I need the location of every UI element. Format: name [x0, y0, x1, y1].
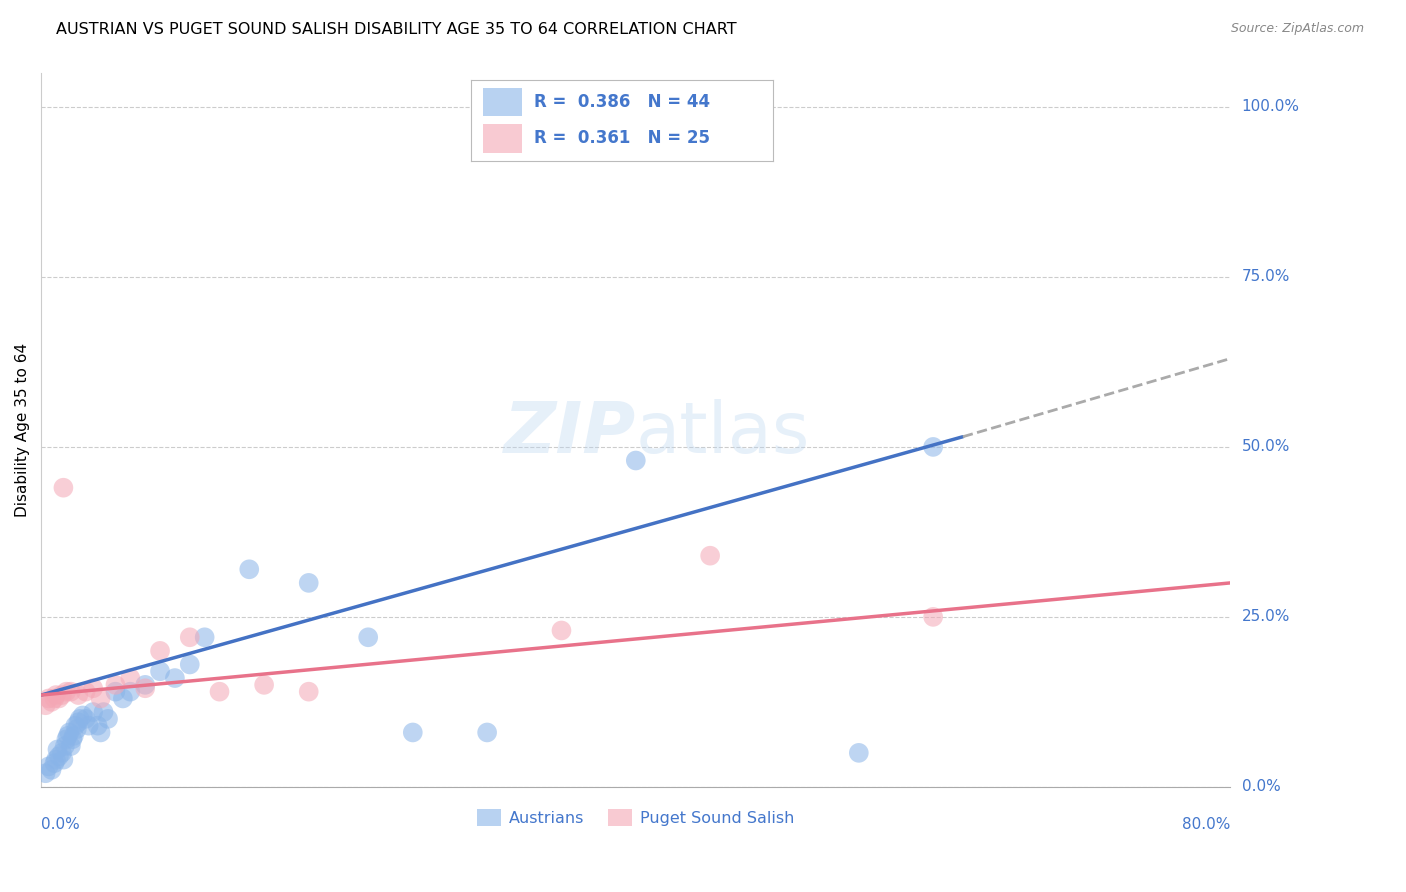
- Point: [357, 630, 380, 644]
- Bar: [484, 88, 523, 116]
- Point: [82, 681, 104, 696]
- Point: [550, 624, 572, 638]
- Point: [53, 739, 76, 753]
- Legend: Austrians, Puget Sound Salish: Austrians, Puget Sound Salish: [471, 803, 801, 832]
- Point: [63, 729, 86, 743]
- Point: [475, 725, 498, 739]
- Point: [208, 684, 231, 698]
- Text: atlas: atlas: [636, 399, 810, 467]
- Point: [93, 705, 115, 719]
- Point: [51, 688, 73, 702]
- Point: [104, 684, 127, 698]
- Point: [75, 684, 97, 698]
- Text: AUSTRIAN VS PUGET SOUND SALISH DISABILITY AGE 35 TO 64 CORRELATION CHART: AUSTRIAN VS PUGET SOUND SALISH DISABILIT…: [56, 22, 737, 37]
- Point: [86, 719, 108, 733]
- Point: [134, 678, 156, 692]
- Text: 25.0%: 25.0%: [1241, 609, 1289, 624]
- Point: [44, 756, 66, 770]
- Point: [120, 684, 142, 698]
- Point: [82, 705, 104, 719]
- Point: [922, 610, 945, 624]
- Point: [66, 722, 89, 736]
- Point: [75, 712, 97, 726]
- Point: [624, 453, 647, 467]
- Point: [238, 562, 260, 576]
- Point: [699, 549, 721, 563]
- Point: [48, 749, 70, 764]
- Point: [134, 681, 156, 696]
- Point: [104, 678, 127, 692]
- Point: [48, 691, 70, 706]
- Point: [59, 684, 82, 698]
- Point: [298, 575, 321, 590]
- Point: [67, 715, 90, 730]
- Point: [69, 712, 91, 726]
- Text: ZIP: ZIP: [503, 399, 636, 467]
- Point: [60, 732, 83, 747]
- Point: [55, 684, 77, 698]
- Text: R =  0.386   N = 44: R = 0.386 N = 44: [534, 94, 710, 112]
- Point: [34, 766, 56, 780]
- Point: [51, 746, 73, 760]
- Bar: [484, 124, 523, 153]
- Point: [179, 657, 201, 672]
- Point: [90, 725, 112, 739]
- Point: [77, 719, 100, 733]
- Text: 50.0%: 50.0%: [1241, 440, 1289, 454]
- Point: [55, 732, 77, 747]
- Point: [44, 691, 66, 706]
- Text: 0.0%: 0.0%: [41, 817, 80, 832]
- Text: 0.0%: 0.0%: [1241, 780, 1281, 795]
- Text: Source: ZipAtlas.com: Source: ZipAtlas.com: [1230, 22, 1364, 36]
- Point: [45, 753, 67, 767]
- Point: [59, 739, 82, 753]
- Text: 75.0%: 75.0%: [1241, 269, 1289, 285]
- Point: [253, 678, 276, 692]
- Point: [97, 712, 120, 726]
- Point: [402, 725, 425, 739]
- Point: [72, 708, 94, 723]
- Point: [298, 684, 321, 698]
- Point: [922, 440, 945, 454]
- Point: [58, 725, 80, 739]
- Point: [65, 719, 87, 733]
- Point: [120, 671, 142, 685]
- Text: 80.0%: 80.0%: [1182, 817, 1230, 832]
- Point: [38, 691, 60, 706]
- Point: [41, 695, 63, 709]
- Point: [56, 729, 79, 743]
- Point: [52, 753, 75, 767]
- Text: 100.0%: 100.0%: [1241, 100, 1299, 114]
- Point: [194, 630, 217, 644]
- Point: [163, 671, 186, 685]
- Point: [46, 742, 69, 756]
- Point: [149, 644, 172, 658]
- Point: [45, 688, 67, 702]
- Point: [67, 688, 90, 702]
- Point: [52, 481, 75, 495]
- Y-axis label: Disability Age 35 to 64: Disability Age 35 to 64: [15, 343, 30, 517]
- Point: [848, 746, 870, 760]
- Point: [90, 691, 112, 706]
- Point: [149, 665, 172, 679]
- Point: [38, 759, 60, 773]
- Point: [34, 698, 56, 713]
- Text: R =  0.361   N = 25: R = 0.361 N = 25: [534, 129, 710, 147]
- Point: [179, 630, 201, 644]
- Point: [41, 763, 63, 777]
- Point: [111, 691, 134, 706]
